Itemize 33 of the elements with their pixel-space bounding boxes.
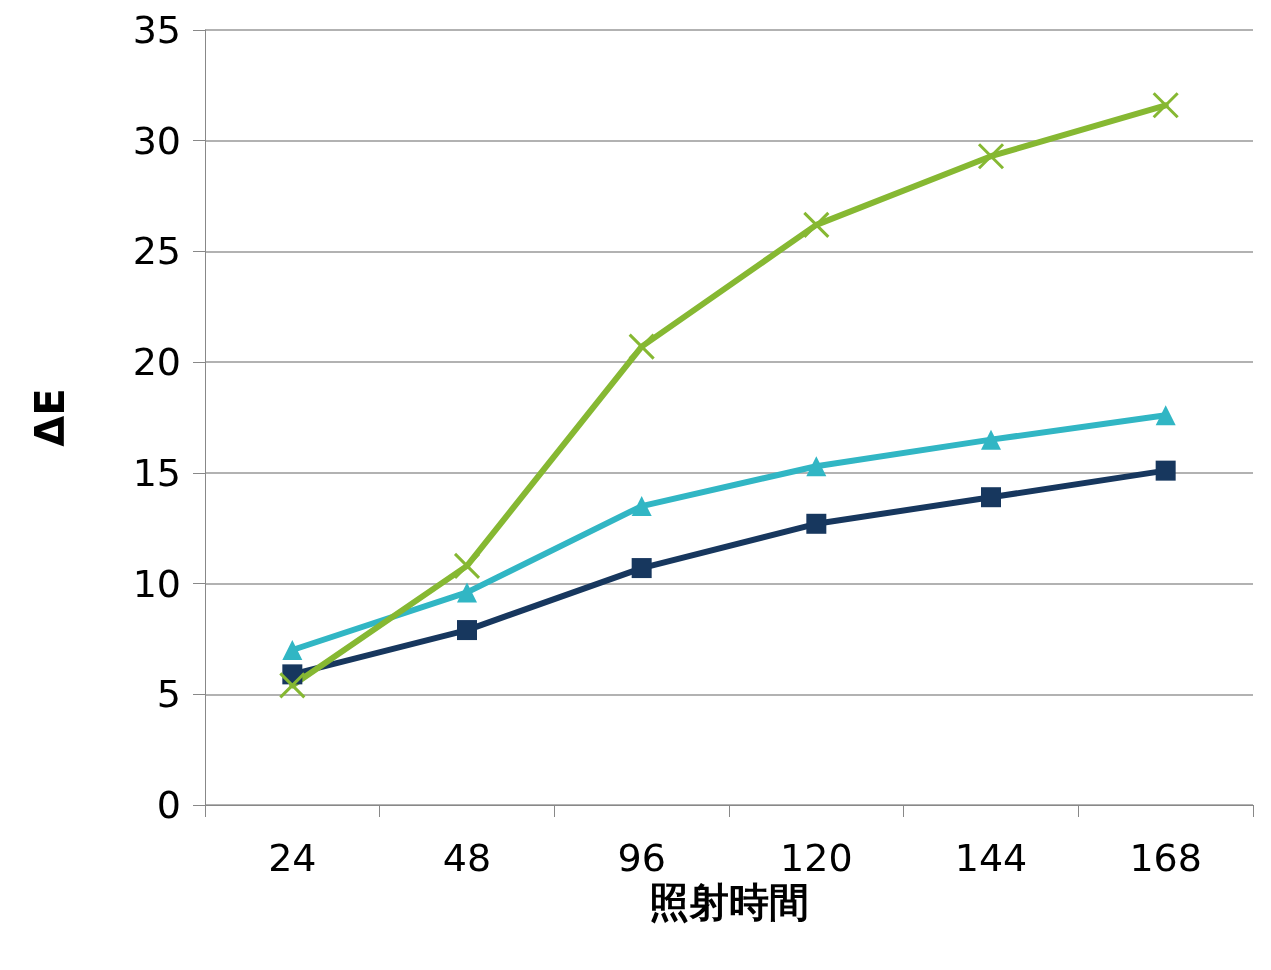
point [1155,460,1176,481]
point [981,429,1001,450]
x-tick-label: 144 [954,836,1028,880]
point [1152,91,1180,119]
point [282,640,303,660]
point [453,552,481,580]
y-tick-label: 20 [132,340,181,385]
point [628,333,656,361]
x-tick-label: 96 [617,836,666,880]
point [806,456,827,477]
x-axis-title: 照射時間 [649,878,809,925]
x-tick-label: 120 [780,836,853,880]
y-tick-label: 30 [132,118,181,163]
x-tick-label: 168 [1129,836,1202,880]
point [278,671,306,699]
point [802,211,830,239]
point [977,142,1005,170]
point [981,487,1001,508]
y-tick-label: 0 [156,783,181,827]
x-tick-label: 24 [268,836,317,880]
y-tick-label: 15 [132,450,181,495]
x-tick-label: 48 [442,836,492,880]
y-axis-title: ΔE [27,388,73,447]
point [457,620,477,641]
point [806,513,827,534]
y-tick-label: 25 [132,229,181,274]
point [457,582,477,603]
point [631,496,652,517]
point [1155,405,1176,426]
y-tick-label: 5 [156,672,181,717]
y-tick-label: 10 [132,561,181,606]
y-tick-label: 35 [132,8,181,52]
point [631,558,652,579]
